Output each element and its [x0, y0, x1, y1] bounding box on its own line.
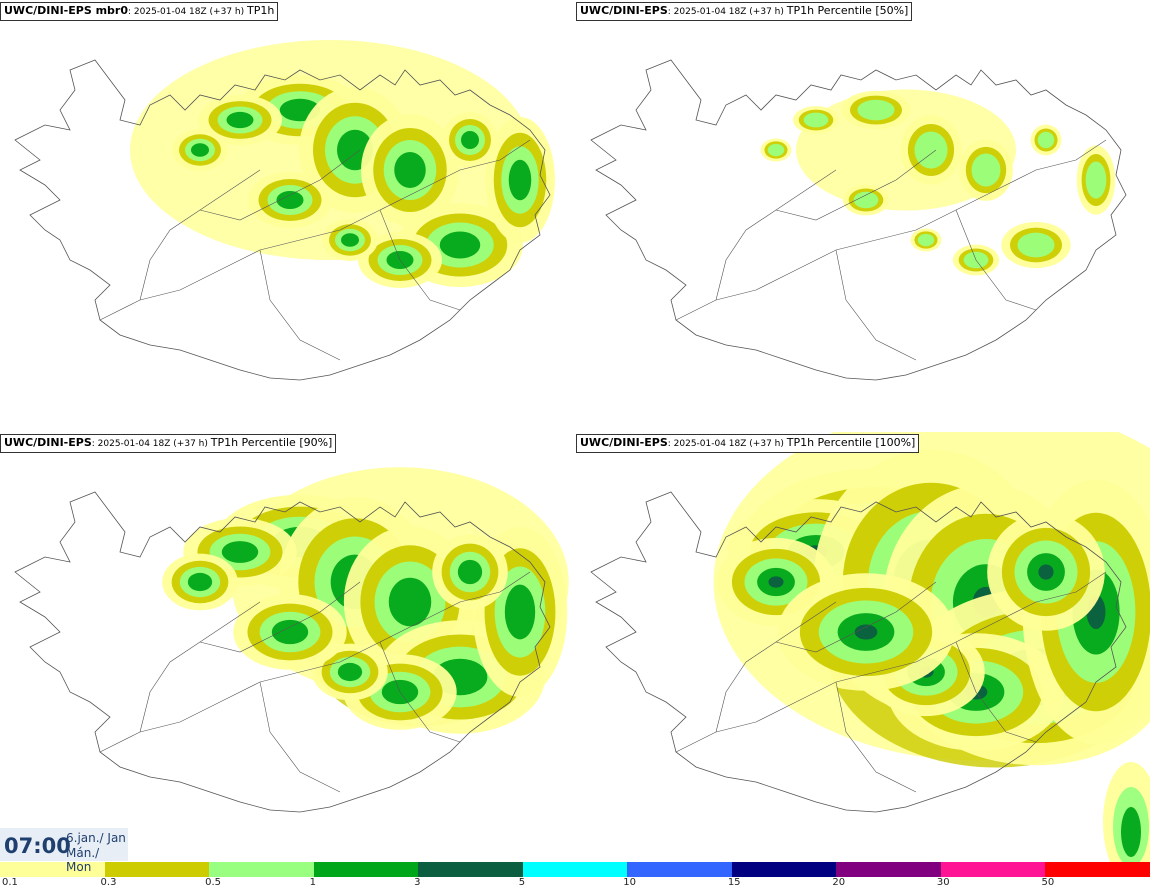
valid-time-clock: 07:00 — [4, 834, 71, 858]
road-line — [199, 149, 361, 221]
precip-contour — [803, 112, 829, 128]
road-line — [379, 209, 461, 311]
precip-map-mbr0 — [14, 40, 555, 381]
colorbar-segment — [418, 862, 523, 877]
road-line — [715, 169, 837, 301]
road-line — [379, 139, 531, 211]
colorbar-segment — [104, 862, 210, 877]
road-line — [675, 641, 957, 753]
precip-contour — [276, 191, 304, 209]
colorbar-tick: 15 — [727, 877, 741, 888]
colorbar-tick: 0.3 — [100, 877, 117, 888]
road-line — [259, 681, 341, 793]
colorbar-tick: 30 — [936, 877, 950, 888]
precip-contour — [191, 143, 209, 157]
colorbar-segment — [313, 862, 419, 877]
road-line — [775, 581, 937, 653]
coastline — [590, 491, 1127, 813]
colorbar-segment — [1045, 862, 1150, 877]
precip-contour — [388, 577, 432, 627]
colorbar-tick: 0.5 — [205, 877, 221, 888]
colorbar-tick: 3 — [414, 877, 421, 888]
precip-contour — [457, 559, 483, 585]
road-line — [139, 169, 261, 301]
road-line — [259, 249, 341, 361]
road-line — [199, 581, 361, 653]
precip-contour — [1017, 232, 1055, 258]
panel-title: UWC/DINI-EPS mbr0: 2025-01-04 18Z (+37 h… — [0, 2, 279, 21]
panel-title: UWC/DINI-EPS: 2025-01-04 18Z (+37 h) TP1… — [576, 2, 913, 21]
map-panel-p100: UWC/DINI-EPS: 2025-01-04 18Z (+37 h) TP1… — [576, 432, 1150, 862]
valid-time-box: 07:00 6.jan./ Jan Mán./ Mon — [0, 828, 128, 874]
road-line — [835, 249, 917, 361]
coastline — [590, 59, 1127, 381]
colorbar-segment — [940, 862, 1046, 877]
road-line — [955, 209, 1037, 311]
road-line — [955, 139, 1107, 211]
precip-map-p100 — [590, 432, 1150, 862]
precip-contour — [857, 99, 895, 121]
road-line — [955, 571, 1107, 643]
precip-contour — [1038, 564, 1054, 580]
colorbar-tick: 0.1 — [2, 877, 18, 888]
colorbar-tick: 1 — [309, 877, 316, 888]
precip-map-p90 — [14, 467, 569, 813]
precip-contour — [853, 191, 879, 209]
precip-contour — [917, 233, 935, 247]
precip-contour — [854, 624, 878, 640]
colorbar-tick-labels: 0.1 0.3 0.5 1 3 5 10 15 20 30 50 — [0, 877, 1150, 891]
road-line — [675, 209, 957, 321]
road-line — [139, 601, 261, 733]
precip-contour — [341, 233, 359, 247]
precip-contour — [439, 231, 481, 259]
precip-contour — [971, 153, 1001, 187]
map-panel-p90: UWC/DINI-EPS: 2025-01-04 18Z (+37 h) TP1… — [0, 432, 575, 862]
road-line — [379, 571, 531, 643]
road-line — [715, 601, 837, 733]
map-panel-mbr0: UWC/DINI-EPS mbr0: 2025-01-04 18Z (+37 h… — [0, 0, 575, 430]
road-line — [955, 641, 1037, 743]
valid-date-line2: Mán./ Mon — [66, 846, 100, 874]
road-line — [99, 641, 381, 753]
colorbar-segment — [0, 862, 105, 877]
colorbar-tick: 20 — [832, 877, 846, 888]
colorbar-segment — [209, 862, 314, 877]
panel-title: UWC/DINI-EPS: 2025-01-04 18Z (+37 h) TP1… — [0, 434, 337, 453]
precip-contour — [768, 576, 784, 588]
precip-map-p50 — [590, 59, 1127, 381]
precip-contour — [337, 662, 363, 682]
precip-contour — [187, 572, 213, 592]
coastline — [14, 59, 551, 381]
precip-contour — [1085, 161, 1107, 199]
map-panel-p50: UWC/DINI-EPS: 2025-01-04 18Z (+37 h) TP1… — [576, 0, 1150, 430]
colorbar-segment — [836, 862, 941, 877]
panel-title: UWC/DINI-EPS: 2025-01-04 18Z (+37 h) TP1… — [576, 434, 920, 453]
precip-contour — [1121, 807, 1141, 857]
road-line — [379, 641, 461, 743]
valid-date-line1: 6.jan./ Jan — [66, 831, 126, 845]
colorbar-segment — [627, 862, 732, 877]
colorbar-tick: 5 — [518, 877, 526, 888]
road-line — [775, 149, 937, 221]
precip-contour — [271, 619, 309, 645]
precip-contour — [508, 159, 532, 201]
coastline — [14, 491, 551, 813]
road-line — [835, 681, 917, 793]
road-line — [99, 209, 381, 321]
precip-contour — [767, 143, 785, 157]
precip-contour — [461, 131, 479, 149]
precip-contour — [221, 541, 259, 563]
colorbar-segment — [731, 862, 837, 877]
colorbar-tick: 10 — [623, 877, 636, 888]
precip-colorbar — [0, 862, 1150, 877]
precip-contour — [1037, 131, 1055, 149]
precip-contour — [914, 131, 948, 169]
colorbar-tick: 50 — [1041, 877, 1055, 888]
precip-contour — [504, 584, 536, 640]
colorbar-segment — [522, 862, 628, 877]
precip-contour — [394, 152, 426, 188]
precip-contour — [226, 111, 254, 129]
